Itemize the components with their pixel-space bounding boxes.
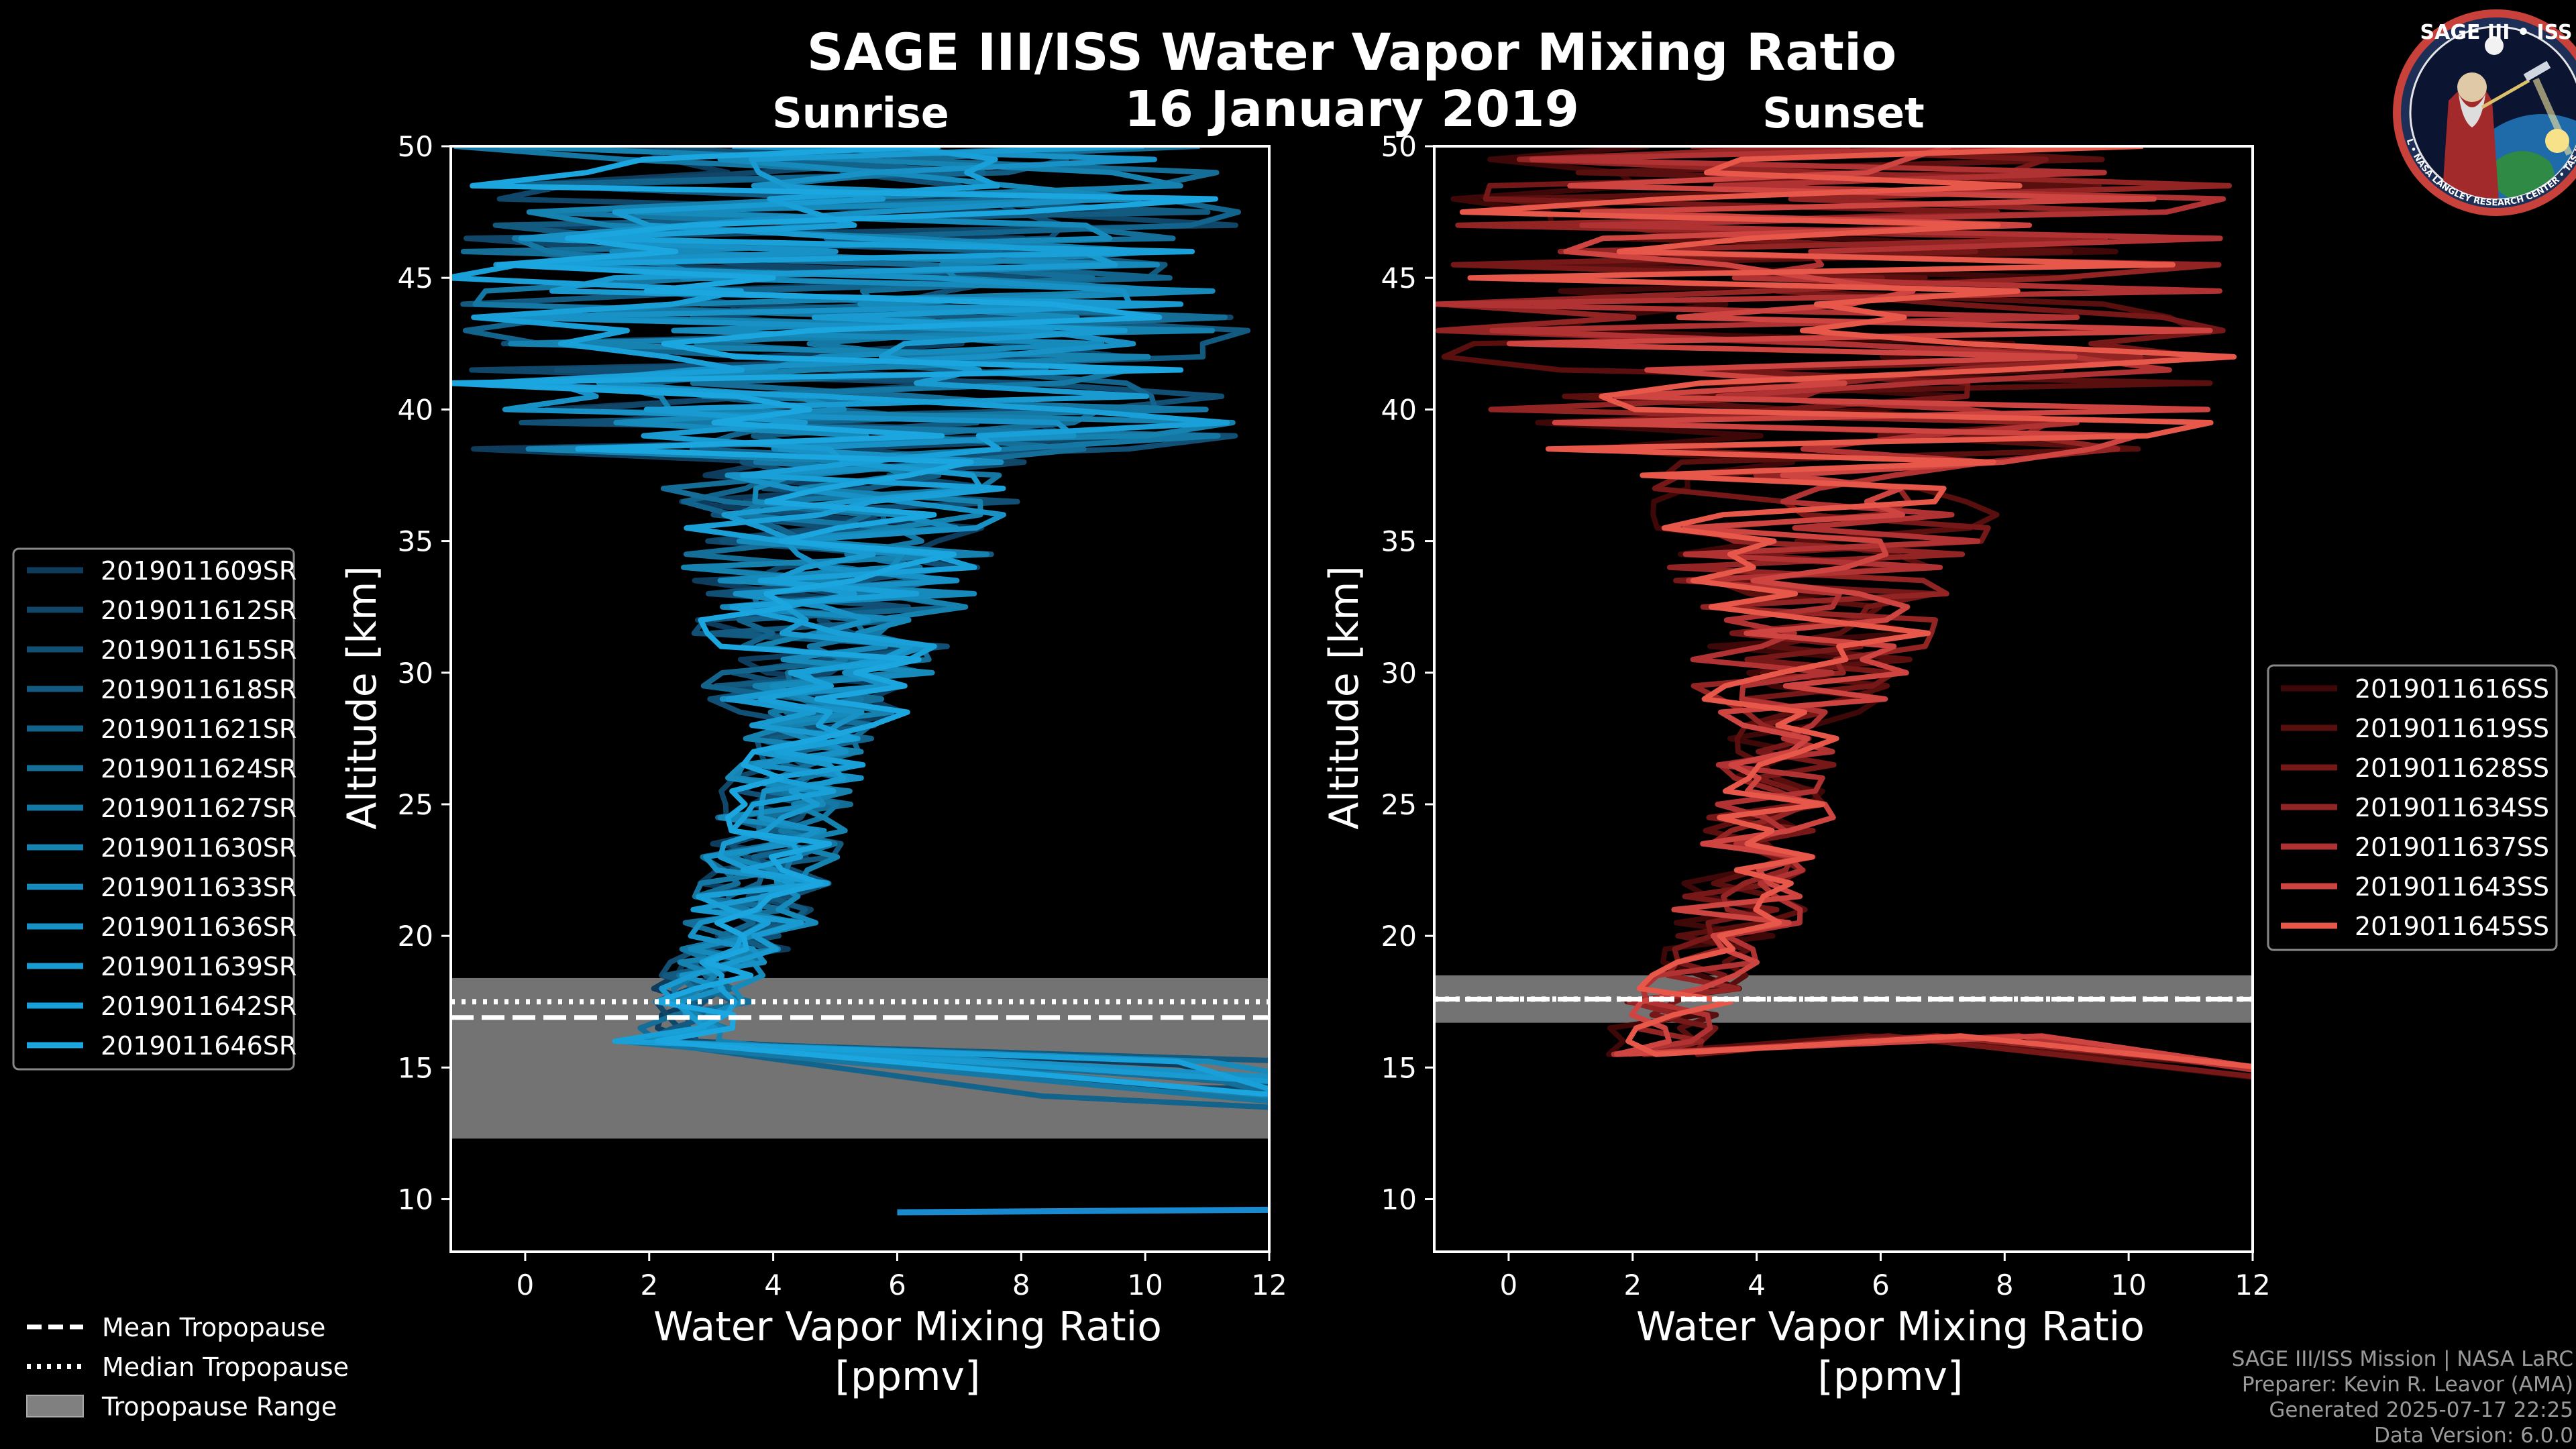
sunrise-x-axis-units: [ppmv] bbox=[835, 1353, 981, 1400]
sunset-legend-label: 2019011637SS bbox=[2355, 833, 2549, 862]
sunset-x-tick-label: 8 bbox=[1996, 1269, 2014, 1301]
sunset-x-tick-label: 6 bbox=[1872, 1269, 1890, 1301]
figure-title: SAGE III/ISS Water Vapor Mixing Ratio bbox=[807, 22, 1897, 82]
sunrise-x-tick-label: 8 bbox=[1012, 1269, 1030, 1301]
footer-preparer: Preparer: Kevin R. Leavor (AMA) bbox=[2242, 1373, 2573, 1397]
sunrise-x-tick-label: 12 bbox=[1251, 1269, 1287, 1301]
sunrise-axes-frame bbox=[449, 145, 1271, 1253]
iss-icon bbox=[2523, 60, 2551, 82]
footer-mission: SAGE III/ISS Mission | NASA LaRC bbox=[2232, 1347, 2573, 1371]
sunset-x-tick-label: 4 bbox=[1748, 1269, 1766, 1301]
figure-date: 16 January 2019 bbox=[1124, 80, 1579, 138]
sunset-profile-2019011645SS bbox=[1459, 146, 2253, 1069]
logo-title: SAGE III • ISS bbox=[2420, 21, 2573, 44]
sunrise-x-tick-label: 0 bbox=[517, 1269, 535, 1301]
sunset-y-tick-label: 50 bbox=[1381, 130, 1417, 163]
sunrise-legend-label: 2019011612SR bbox=[101, 596, 297, 625]
sunset-y-tick-label: 10 bbox=[1381, 1183, 1417, 1216]
sunset-x-tick-label: 10 bbox=[2110, 1269, 2146, 1301]
sunset-x-tick-label: 12 bbox=[2235, 1269, 2270, 1301]
sunrise-y-tick-label: 15 bbox=[398, 1051, 433, 1084]
sunset-y-tick-label: 20 bbox=[1381, 920, 1417, 953]
sunset-x-axis-label: Water Vapor Mixing Ratio bbox=[1636, 1303, 2145, 1350]
sunrise-y-tick-label: 40 bbox=[398, 393, 433, 426]
sunrise-legend-label: 2019011615SR bbox=[101, 635, 297, 665]
sunset-y-tick-label: 40 bbox=[1381, 393, 1417, 426]
sunrise-y-tick-label: 45 bbox=[398, 262, 433, 294]
footer-generated: Generated 2025-07-17 22:25 bbox=[2269, 1398, 2573, 1422]
sunrise-legend-label: 2019011621SR bbox=[101, 714, 297, 744]
sunrise-y-tick-label: 35 bbox=[398, 525, 433, 558]
sunset-axes-frame bbox=[1433, 145, 2254, 1253]
sunset-plot: Altitude [km] Water Vapor Mixing Ratio [… bbox=[1321, 130, 2271, 1400]
moon-icon bbox=[2485, 36, 2504, 55]
footer-credits: SAGE III/ISS Mission | NASA LaRC Prepare… bbox=[2232, 1347, 2573, 1448]
sunrise-y-axis-label: Altitude [km] bbox=[339, 566, 386, 830]
sunrise-y-tick-label: 10 bbox=[398, 1183, 433, 1216]
sunrise-legend-label: 2019011609SR bbox=[101, 556, 297, 586]
sunrise-legend-label: 2019011633SR bbox=[101, 873, 297, 902]
sunset-y-tick-label: 45 bbox=[1381, 262, 1417, 294]
sunrise-legend-label: 2019011646SR bbox=[101, 1031, 297, 1061]
sunrise-x-tick-label: 4 bbox=[764, 1269, 782, 1301]
sunrise-x-tick-label: 10 bbox=[1127, 1269, 1163, 1301]
sunset-legend-label: 2019011616SS bbox=[2355, 674, 2549, 704]
sunrise-plot: Altitude [km] Water Vapor Mixing Ratio [… bbox=[339, 130, 1287, 1400]
sunset-legend-label: 2019011619SS bbox=[2355, 714, 2549, 743]
tropopause-range-swatch bbox=[26, 1395, 84, 1417]
sunrise-y-tick-label: 50 bbox=[398, 130, 433, 163]
sunset-x-axis-units: [ppmv] bbox=[1818, 1353, 1964, 1400]
tropopause-legend: Mean Tropopause Median Tropopause Tropop… bbox=[26, 1313, 349, 1421]
sunset-legend-label: 2019011643SS bbox=[2355, 872, 2549, 902]
sunrise-legend: 2019011609SR 2019011612SR 2019011615SR 2019… bbox=[12, 547, 297, 1071]
sunrise-legend-label: 2019011630SR bbox=[101, 833, 297, 863]
sunset-x-tick-label: 0 bbox=[1500, 1269, 1518, 1301]
sunrise-legend-label: 2019011627SR bbox=[101, 794, 297, 823]
tropopause-range-label: Tropopause Range bbox=[101, 1392, 337, 1421]
sunrise-legend-label: 2019011639SR bbox=[101, 952, 297, 981]
sunset-legend-label: 2019011628SS bbox=[2355, 753, 2549, 783]
sunset-y-tick-label: 15 bbox=[1381, 1051, 1417, 1084]
sunrise-y-tick-label: 20 bbox=[398, 920, 433, 953]
sunrise-panel-title: Sunrise bbox=[772, 89, 949, 138]
sunrise-profile-low-segment bbox=[897, 1206, 1269, 1216]
sunrise-profile-2019011646SR bbox=[451, 146, 1269, 1097]
sunset-panel-title: Sunset bbox=[1762, 89, 1925, 138]
sunrise-legend-label: 2019011636SR bbox=[101, 912, 297, 942]
sunset-profile-2019011619SS bbox=[1441, 146, 2253, 1070]
sunset-legend: 2019011616SS 2019011619SS 2019011628SS 2019… bbox=[2267, 664, 2558, 951]
mean-tropopause-label: Mean Tropopause bbox=[102, 1313, 325, 1342]
sunrise-legend-label: 2019011618SR bbox=[101, 675, 297, 704]
sunrise-x-tick-label: 2 bbox=[640, 1269, 658, 1301]
median-tropopause-label: Median Tropopause bbox=[102, 1352, 349, 1382]
sunrise-y-tick-label: 30 bbox=[398, 657, 433, 690]
sunset-y-tick-label: 35 bbox=[1381, 525, 1417, 558]
sunrise-x-axis-label: Water Vapor Mixing Ratio bbox=[653, 1303, 1162, 1350]
sun-icon bbox=[2545, 129, 2569, 153]
sunset-x-tick-label: 2 bbox=[1623, 1269, 1642, 1301]
sunrise-legend-label: 2019011642SR bbox=[101, 991, 297, 1021]
sunrise-x-tick-label: 6 bbox=[888, 1269, 906, 1301]
sunset-legend-label: 2019011645SS bbox=[2355, 912, 2549, 941]
footer-data-version: Data Version: 6.0.0 bbox=[2374, 1424, 2573, 1448]
sunset-y-tick-label: 30 bbox=[1381, 657, 1417, 690]
sunrise-legend-label: 2019011624SR bbox=[101, 754, 297, 784]
sunset-y-axis-label: Altitude [km] bbox=[1321, 566, 1368, 830]
sunset-y-tick-label: 25 bbox=[1381, 788, 1417, 821]
earth-icon bbox=[2455, 114, 2576, 199]
sunset-legend-label: 2019011634SS bbox=[2355, 793, 2549, 822]
sunrise-y-tick-label: 25 bbox=[398, 788, 433, 821]
